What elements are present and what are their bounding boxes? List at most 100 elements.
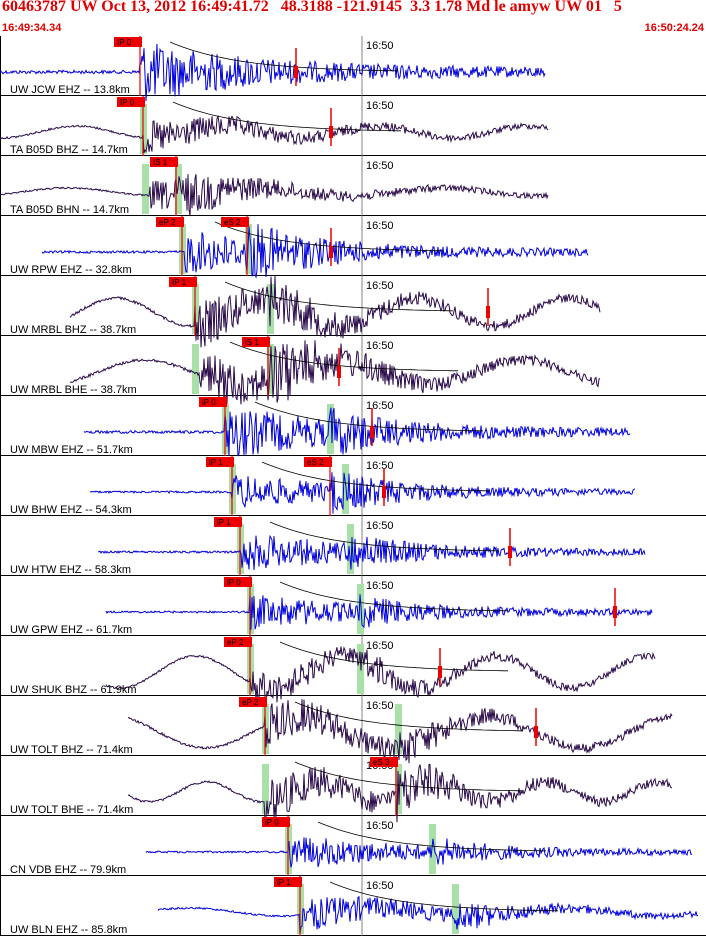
station-label: UW JCW EHZ -- 13.8km (10, 84, 130, 96)
p-pick-label: iP 1 (217, 518, 231, 527)
amplitude-marker-tick (534, 726, 538, 738)
minute-tick-label: 16:50 (366, 340, 394, 352)
p-pick-box (199, 397, 227, 407)
p-pick-box (169, 277, 197, 287)
coda-fit-curve (269, 521, 498, 552)
waveform-trace (97, 534, 646, 571)
amplitude-marker-tick (486, 306, 490, 318)
time-end-label: 16:50:24.24 (644, 22, 704, 34)
amplitude-marker-tick (329, 126, 333, 138)
waveform-trace (127, 763, 672, 823)
minute-tick-label: 16:50 (366, 640, 394, 652)
p-window (192, 344, 199, 394)
p-pick-label: IP 0 (117, 38, 132, 47)
s-window (452, 884, 459, 934)
waveform-trace (69, 340, 601, 405)
waveform-trace (69, 275, 601, 348)
p-pick-box (274, 877, 302, 887)
s-pick-label: eS 3 (373, 758, 390, 767)
station-label: UW HTW EHZ -- 58.3km (10, 564, 131, 576)
minute-tick-label: 16:50 (366, 700, 394, 712)
coda-fit-curve (317, 821, 546, 852)
p-pick-label: iP 1 (209, 458, 223, 467)
coda-fit-curve (224, 281, 453, 312)
seismogram-plot: 16:50 IP 0 UW JCW EHZ -- 13.8km 16:50 IP 0 TA… (0, 36, 706, 936)
p-pick-box (262, 817, 290, 827)
waveform-trace (105, 594, 653, 630)
s-pick-label: iS 1 (245, 338, 259, 347)
waveform-trace (105, 646, 656, 704)
s-window (327, 404, 334, 454)
coda-fit-curve (294, 701, 523, 732)
p-pick-box (206, 457, 234, 467)
amplitude-marker-tick (337, 366, 341, 378)
p-pick-label: iP 0 (265, 818, 279, 827)
station-label: TA B05D BHN -- 14.7km (10, 204, 129, 216)
amplitude-marker-tick (370, 426, 374, 438)
minute-tick-label: 16:50 (366, 160, 394, 172)
p-window (262, 764, 269, 814)
minute-tick-label: 16:50 (366, 820, 394, 832)
p-pick-box (224, 577, 252, 587)
coda-fit-curve (172, 101, 401, 132)
minute-tick-label: 16:50 (366, 580, 394, 592)
amplitude-marker-tick (329, 246, 333, 258)
station-label: UW GPW EHZ -- 61.7km (10, 624, 132, 636)
minute-tick-label: 16:50 (366, 460, 394, 472)
station-label: UW MBW EHZ -- 51.7km (10, 444, 133, 456)
s-pick-box (221, 217, 249, 227)
amplitude-marker-tick (294, 66, 298, 78)
station-label: UW RPW EHZ -- 32.8km (10, 264, 132, 276)
s-pick-box (150, 157, 178, 167)
waveform-trace (0, 43, 546, 102)
p-pick-box (117, 97, 145, 107)
station-label: UW TOLT BHZ -- 71.4km (10, 744, 133, 756)
amplitude-marker-tick (438, 666, 442, 678)
s-window (395, 704, 402, 754)
coda-fit-curve (294, 761, 523, 792)
p-window (142, 164, 149, 214)
p-pick-box (156, 217, 184, 227)
amplitude-marker-tick (382, 486, 386, 498)
p-pick-label: IP 0 (120, 98, 135, 107)
p-pick-box (114, 37, 142, 47)
station-label: TA B05D BHZ -- 14.7km (10, 144, 128, 156)
p-pick-box (214, 517, 242, 527)
s-window (429, 824, 436, 874)
minute-tick-label: 16:50 (366, 280, 394, 292)
s-pick-label: eS 2 (307, 458, 324, 467)
s-window (267, 344, 274, 394)
waveform-trace (145, 837, 693, 868)
station-label: CN VDB EHZ -- 79.9km (10, 864, 126, 876)
amplitude-marker-tick (613, 606, 617, 618)
p-pick-box (239, 697, 267, 707)
s-pick-box (304, 457, 332, 467)
station-label: UW TOLT BHE -- 71.4km (10, 804, 133, 816)
waveform-trace (83, 407, 631, 457)
amplitude-marker-tick (508, 546, 512, 558)
station-label: UW SHUK BHZ -- 61.9km (10, 684, 137, 696)
minute-tick-label: 16:50 (366, 400, 394, 412)
waveform-trace (157, 896, 699, 934)
event-title: 60463787 UW Oct 13, 2012 16:49:41.72 48.… (2, 0, 622, 15)
s-window (342, 464, 349, 514)
p-pick-label: iP 1 (277, 878, 291, 887)
coda-fit-curve (169, 41, 398, 72)
p-pick-label: iP 0 (202, 398, 216, 407)
station-label: UW MRBL BHE -- 38.7km (10, 384, 137, 396)
waveform-trace (0, 174, 549, 216)
station-label: UW BHW EHZ -- 54.3km (10, 504, 132, 516)
coda-fit-curve (279, 641, 508, 672)
p-pick-label: eP 2 (227, 638, 244, 647)
waveform-trace (89, 472, 636, 514)
coda-fit-curve (261, 461, 490, 492)
station-label: UW BLN EHZ -- 85.8km (10, 924, 127, 936)
minute-tick-label: 16:50 (366, 520, 394, 532)
s-window (175, 164, 182, 214)
station-label: UW MRBL BHZ -- 38.7km (10, 324, 136, 336)
s-pick-box (370, 757, 398, 767)
minute-tick-label: 16:50 (366, 40, 394, 52)
minute-tick-label: 16:50 (366, 880, 394, 892)
coda-fit-curve (279, 581, 508, 612)
s-pick-box (242, 337, 270, 347)
